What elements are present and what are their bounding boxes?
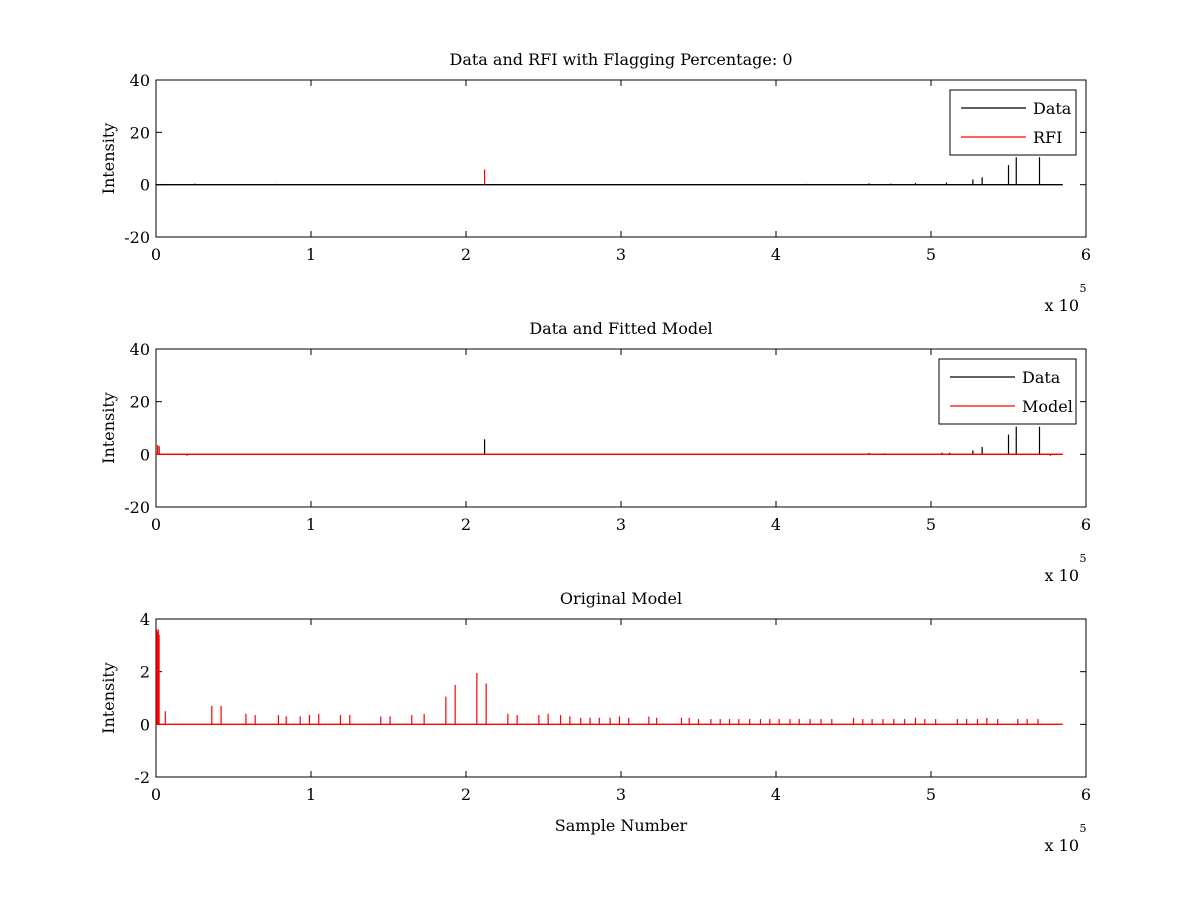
y-tick-label: -20: [124, 498, 150, 517]
y-axis-label: Intensity: [99, 392, 118, 464]
x-tick-label: 0: [151, 245, 161, 264]
x-tick-label: 6: [1081, 515, 1091, 534]
chart-title: Data and RFI with Flagging Percentage: 0: [449, 50, 792, 69]
chart-title: Original Model: [560, 589, 682, 608]
axes-box: [155, 348, 1087, 508]
chart-title: Data and Fitted Model: [529, 319, 712, 338]
y-tick-label: -2: [134, 768, 150, 787]
plot-area: [156, 426, 1063, 456]
legend-box: [938, 358, 1077, 425]
x-multiplier-exponent: 5: [1080, 552, 1087, 565]
series-data: [156, 157, 1063, 186]
x-tick-label: 4: [771, 785, 781, 804]
x-axis-label: Sample Number: [555, 816, 688, 835]
x-multiplier-exponent: 5: [1080, 822, 1087, 835]
x-tick-label: 5: [926, 245, 936, 264]
legend-label: Data: [1022, 368, 1061, 387]
axes-box: [155, 79, 1087, 238]
x-tick-label: 5: [926, 785, 936, 804]
x-multiplier-exponent: 5: [1080, 282, 1087, 295]
x-tick-label: 0: [151, 785, 161, 804]
legend-box: [949, 89, 1077, 156]
x-tick-label: 3: [616, 245, 626, 264]
y-tick-label: 4: [140, 610, 150, 629]
x-multiplier: x 10: [1045, 566, 1079, 585]
x-tick-label: 1: [306, 515, 316, 534]
x-tick-label: 0: [151, 515, 161, 534]
series-model: [156, 629, 1063, 726]
y-tick-label: 40: [130, 340, 150, 359]
x-multiplier: x 10: [1045, 836, 1079, 855]
axes-box: [155, 618, 1087, 778]
x-tick-label: 3: [616, 515, 626, 534]
legend: Data Model: [938, 358, 1077, 425]
x-multiplier: x 10: [1045, 296, 1079, 315]
x-tick-label: 1: [306, 785, 316, 804]
x-tick-label: 5: [926, 515, 936, 534]
x-tick-label: 4: [771, 245, 781, 264]
plot-area: [156, 629, 1063, 726]
y-tick-label: -20: [124, 228, 150, 247]
legend-label: Model: [1022, 397, 1073, 416]
x-tick-label: 6: [1081, 245, 1091, 264]
y-tick-label: 0: [140, 715, 150, 734]
y-tick-label: 2: [140, 663, 150, 682]
y-axis-label: Intensity: [99, 662, 118, 734]
y-tick-label: 20: [130, 393, 150, 412]
x-tick-label: 2: [461, 785, 471, 804]
y-tick-label: 20: [130, 123, 150, 142]
legend-label: Data: [1033, 99, 1072, 118]
y-tick-label: 0: [140, 176, 150, 195]
x-tick-label: 6: [1081, 785, 1091, 804]
x-tick-label: 4: [771, 515, 781, 534]
legend-label: RFI: [1033, 128, 1062, 147]
legend: Data RFI: [949, 89, 1077, 156]
plot-area: [156, 157, 1063, 186]
x-tick-label: 2: [461, 515, 471, 534]
x-tick-label: 3: [616, 785, 626, 804]
x-tick-label: 2: [461, 245, 471, 264]
y-tick-label: 40: [130, 71, 150, 90]
y-tick-label: 0: [140, 445, 150, 464]
x-tick-label: 1: [306, 245, 316, 264]
y-axis-label: Intensity: [99, 123, 118, 195]
